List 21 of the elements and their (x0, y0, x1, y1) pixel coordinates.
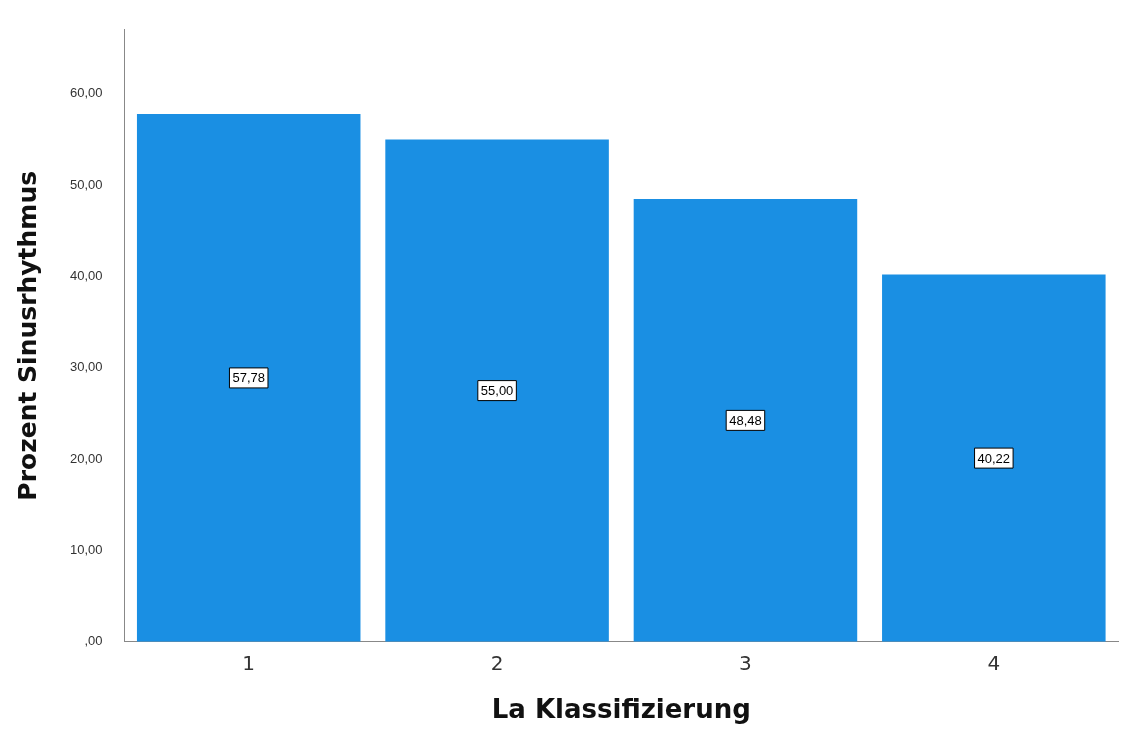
bar (882, 274, 1106, 642)
y-tick-label: 30,00 (69, 359, 103, 375)
bar (633, 198, 858, 642)
y-tick-label: 60,00 (69, 85, 103, 101)
y-tick-label: 10,00 (69, 542, 103, 558)
bar (136, 114, 361, 642)
x-tick-label: 1 (242, 651, 256, 675)
data-label: 48,48 (729, 412, 762, 428)
x-tick-label: 3 (739, 651, 752, 675)
x-axis-title: La Klassifizierung (491, 694, 751, 725)
data-label: 55,00 (480, 383, 514, 399)
x-tick-label: 2 (490, 651, 504, 675)
y-tick-label: 50,00 (69, 176, 103, 192)
y-tick-label: ,00 (84, 633, 103, 649)
x-tick-label: 4 (987, 651, 1001, 675)
y-axis-title: Prozent Sinusrhythmus (12, 170, 42, 501)
bar (385, 139, 609, 642)
data-label: 57,78 (232, 370, 265, 386)
y-tick-label: 20,00 (69, 450, 103, 466)
y-tick-label: 40,00 (69, 268, 103, 284)
data-label: 40,22 (977, 450, 1011, 466)
